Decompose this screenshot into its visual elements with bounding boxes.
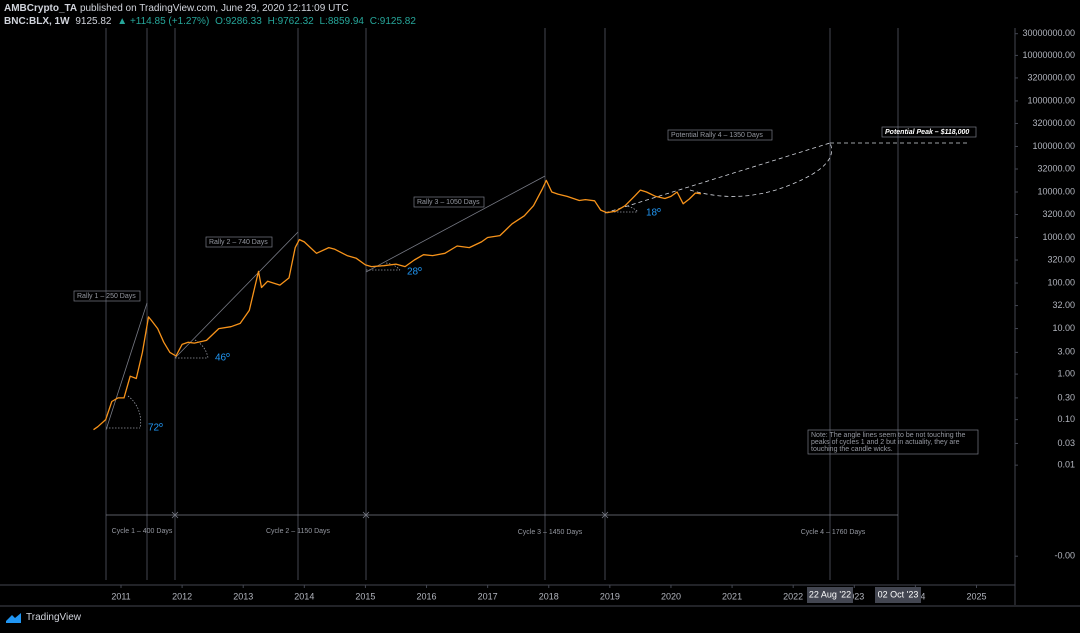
high: H:9762.32: [267, 16, 314, 27]
y-tick-label: 1000.00: [1042, 232, 1075, 242]
y-tick-label: 100.00: [1047, 277, 1075, 287]
publisher: AMBCrypto_TA: [4, 3, 78, 14]
x-tick-label: 2018: [539, 591, 559, 601]
y-tick-label: 1000000.00: [1027, 95, 1075, 105]
logo: [6, 612, 21, 623]
note-box: [807, 429, 979, 455]
label-box: [205, 236, 273, 248]
x-tick-label: 2014: [294, 591, 314, 601]
y-tick-label: 0.01: [1057, 460, 1075, 470]
price-line: [93, 179, 701, 431]
x-tick-label: 2021: [722, 591, 742, 601]
close: C:9125.82: [369, 16, 416, 27]
date-badge: [875, 587, 921, 603]
x-tick-label: 2020: [661, 591, 681, 601]
drawings: [73, 28, 979, 580]
projection-curve: [689, 142, 832, 197]
x-tick-label: 2015: [355, 591, 375, 601]
note: touching the candle wicks.: [811, 446, 893, 453]
annotation: Potential Peak – $118,000: [885, 129, 969, 136]
annotation: Cycle 2 – 1150 Days: [266, 528, 331, 535]
y-tick-label: 10000000.00: [1022, 50, 1075, 60]
x-tick-label: 2025: [966, 591, 986, 601]
annotation: Cycle 4 – 1760 Days: [801, 529, 866, 536]
date-badge: [807, 587, 853, 603]
y-tick-label: 0.30: [1057, 392, 1075, 402]
y-tick-label: 0.10: [1057, 414, 1075, 424]
angle-label: 72º: [148, 423, 163, 434]
note: Note: The angle lines seem to be not tou…: [811, 432, 965, 439]
y-tick-label: -0.00: [1054, 551, 1075, 561]
annotation: Rally 3 – 1050 Days: [417, 199, 480, 206]
y-tick-label: 32.00: [1052, 300, 1075, 310]
y-tick-label: 30000000.00: [1022, 28, 1075, 38]
y-tick-label: 320.00: [1047, 254, 1075, 264]
y-tick-label: 3200.00: [1042, 209, 1075, 219]
y-tick-label: 100000.00: [1032, 141, 1075, 151]
y-tick-label: 10.00: [1052, 323, 1075, 333]
y-tick-label: 10000.00: [1037, 186, 1075, 196]
x-tick-label: 2011: [111, 591, 130, 601]
annotation: Cycle 1 – 400 Days: [112, 528, 173, 535]
rally-line: [174, 231, 299, 359]
angle-base: [106, 211, 638, 429]
x-tick-label: 2022: [783, 591, 803, 601]
x-tick-label: 2023: [844, 591, 864, 601]
x-tick-label: 2019: [600, 591, 620, 601]
open: O:9286.33: [215, 16, 262, 27]
low: L:8859.94: [319, 16, 365, 27]
footer: TradingView: [6, 612, 81, 623]
annotation: Rally 2 – 740 Days: [209, 239, 268, 246]
y-tick-label: 32000.00: [1037, 163, 1075, 173]
last: 9125.82: [75, 16, 112, 27]
angle-arc: [127, 205, 639, 429]
brand: TradingView: [26, 612, 82, 623]
annotation: Potential Rally 4 – 1350 Days: [671, 132, 763, 139]
y-tick-label: 3200000.00: [1027, 72, 1075, 82]
cycle-marker: [171, 511, 609, 519]
angle-label: 46º: [215, 353, 230, 364]
rally-line: [365, 175, 546, 273]
price-axis-bg: [1015, 0, 1080, 633]
annotation: Cycle 3 – 1450 Days: [518, 529, 583, 536]
y-tick-label: 1.00: [1057, 368, 1075, 378]
date-badges: 22 Aug '22 02 Oct '23: [807, 587, 921, 603]
x-tick-label: 2013: [233, 591, 253, 601]
note: peaks of cycles 1 and 2 but in actuality…: [811, 439, 960, 446]
label-box: [73, 290, 141, 302]
annotation: Rally 1 – 250 Days: [77, 293, 136, 300]
publish-info: AMBCrypto_TA published on TradingView.co…: [4, 3, 349, 14]
ohlc: BNC:BLX, 1W 9125.82 ▲ +114.85 (+1.27%) O…: [4, 16, 419, 27]
x-tick-label: 2017: [478, 591, 498, 601]
y-tick-label: 320000.00: [1032, 118, 1075, 128]
angle-label: 28º: [407, 267, 422, 278]
y-tick-label: 3.00: [1057, 347, 1075, 357]
projection-line: [604, 142, 831, 214]
change: ▲ +114.85 (+1.27%): [117, 16, 210, 27]
symbol: BNC:BLX, 1W: [4, 16, 70, 27]
angle-label: 18º: [646, 208, 661, 219]
x-tick-label: 2016: [417, 591, 437, 601]
x-tick-label: 2012: [172, 591, 192, 601]
label-box: [667, 129, 773, 141]
y-tick-label: 0.03: [1057, 438, 1075, 448]
label-box: [413, 196, 485, 208]
rally-line: [105, 302, 148, 431]
published: published on TradingView.com, June 29, 2…: [79, 3, 349, 14]
label-box: [881, 126, 977, 138]
date-badge-label: 02 Oct '23: [878, 589, 919, 599]
date-badge-label: 22 Aug '22: [809, 589, 851, 599]
